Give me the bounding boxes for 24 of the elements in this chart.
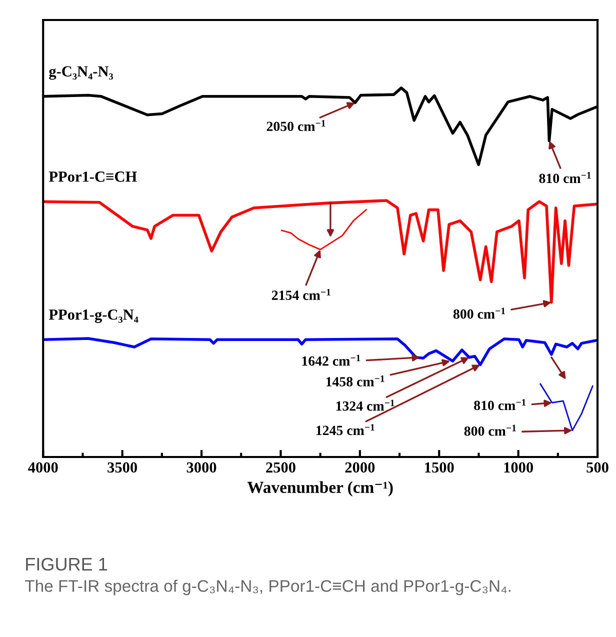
series-label: PPor1-g-C₃N₄ bbox=[48, 309, 138, 323]
annotation: 800 cm$^{−1}$ bbox=[453, 308, 506, 319]
series-label: g-C₃N₄-N₃ bbox=[49, 66, 113, 80]
annotation: 800 cm$^{−1}$ bbox=[464, 424, 516, 436]
x-tick-label: 3500 bbox=[108, 462, 138, 473]
annotation: 1324 cm$^{−1}$ bbox=[336, 400, 394, 411]
x-tick-label: 1000 bbox=[504, 462, 534, 473]
x-tick-label: 3000 bbox=[186, 462, 216, 473]
annotation: 1458 cm$^{−1}$ bbox=[326, 375, 384, 386]
x-tick-label: 1500 bbox=[425, 462, 454, 473]
annotation: 2050 cm$^{−1}$ bbox=[266, 120, 326, 132]
annotation: 2154 cm$^{−1}$ bbox=[272, 288, 330, 300]
x-tick-label: 500 bbox=[586, 462, 608, 473]
text: The FT-IR spectra of g-C₃N₄-N₃, PPor1-C≡CH and PPor1-g-C₃N₄. bbox=[25, 580, 510, 596]
x-tick-label: 2500 bbox=[266, 462, 296, 473]
x-tick-label: 4000 bbox=[28, 462, 58, 473]
caption: FIGURE 1 bbox=[26, 558, 108, 571]
annotation: 1245 cm$^{−1}$ bbox=[316, 424, 374, 436]
x-tick-label: 2000 bbox=[345, 462, 375, 473]
x-axis-title: Wavenumber (cm⁻¹) bbox=[247, 481, 393, 496]
series-label: PPor1-C≡CH bbox=[48, 172, 137, 182]
annotation: 810 cm$^{−1}$ bbox=[474, 399, 526, 410]
annotation: 1642 cm$^{−1}$ bbox=[302, 354, 360, 366]
annotation: 810 cm$^{−1}$ bbox=[539, 172, 591, 184]
